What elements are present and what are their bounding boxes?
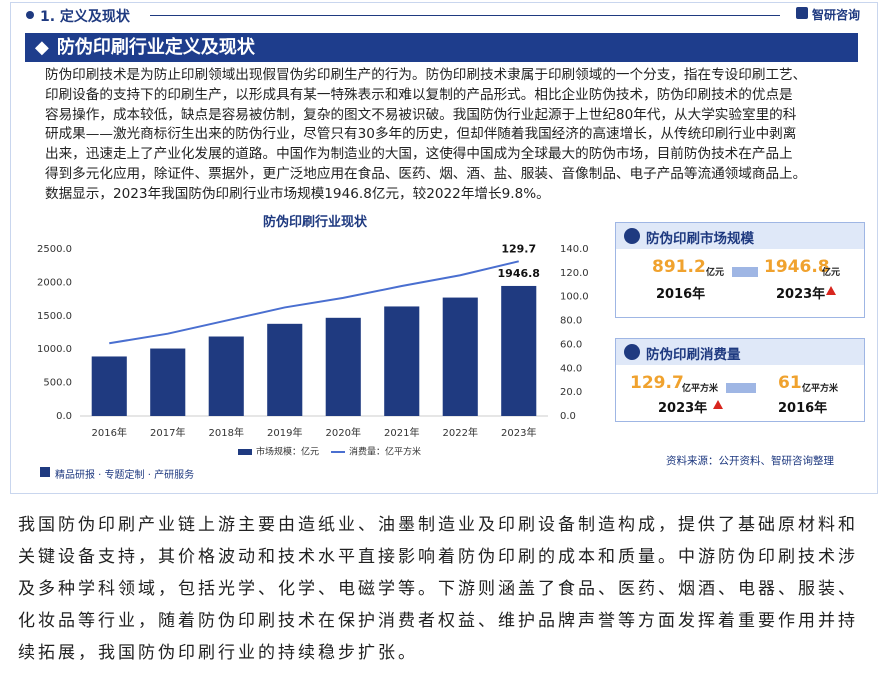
- panel-unit: 亿平方米: [802, 384, 839, 394]
- bar: [501, 285, 537, 416]
- y2-tick-label: 40.0: [560, 363, 582, 374]
- panel-unit: 亿平方米: [682, 384, 719, 394]
- y2-tick-label: 140.0: [560, 244, 589, 255]
- section-title: 1. 定义及现状: [40, 9, 130, 25]
- frame: [10, 2, 878, 494]
- y2-tick-label: 100.0: [560, 292, 589, 303]
- text-line: 容易操作，成本较低，缺点是容易被仿制，复杂的图文不易被识破。我国防伪行业起源于上…: [45, 106, 797, 123]
- chart: 防伪印刷行业现状 0.0 500.0 1000.0 1500.0 2000.0 2500.0…: [37, 214, 589, 458]
- bar: [150, 348, 186, 416]
- panel-year: 2016年: [656, 287, 706, 302]
- banner: ◆ 防伪印刷行业定义及现状: [25, 33, 858, 62]
- legend-swatch: [238, 449, 252, 455]
- header-rule: [150, 15, 780, 16]
- panel-icon: [624, 228, 640, 244]
- x-tick-label: 2018年: [209, 426, 244, 439]
- legend-label: 消费量：亿平方米: [349, 446, 421, 458]
- data-label: 129.7: [501, 242, 536, 255]
- y-tick-label: 1000.0: [37, 344, 72, 355]
- x-tick-label: 2020年: [326, 426, 361, 439]
- panel-icon: [624, 344, 640, 360]
- panel-title: 防伪印刷消费量: [646, 347, 741, 363]
- panel-year: 2016年: [778, 401, 828, 416]
- y2-tick-label: 20.0: [560, 387, 582, 398]
- y-tick-label: 500.0: [43, 378, 72, 389]
- panel-head: 防伪印刷市场规模: [616, 223, 864, 249]
- text-line: 印刷设备的支持下的印刷生产，以形成具有某一特殊表示和难以复制的产品形式。相比企业…: [45, 86, 793, 103]
- logo: 智研咨询: [812, 8, 861, 22]
- bar: [208, 336, 244, 416]
- footer-icon: [40, 467, 50, 477]
- x-tick-label: 2016年: [92, 426, 127, 439]
- text-line: 数据显示，2023年我国防伪印刷行业市场规模1946.8亿元，较2022年增长9…: [45, 185, 550, 202]
- y-tick-label: 0.0: [56, 411, 72, 422]
- chart-title: 防伪印刷行业现状: [263, 214, 368, 230]
- y2-tick-label: 60.0: [560, 339, 582, 350]
- panel-value: 891.2: [652, 257, 706, 277]
- panel-unit: 亿元: [706, 268, 725, 278]
- panel: 防伪印刷市场规模 891.2 亿元 1946.8 亿元 2016年 2023年: [615, 222, 865, 318]
- footer-services: 精品研报 · 专题定制 · 产研服务: [55, 470, 195, 481]
- y-tick-label: 2000.0: [37, 277, 72, 288]
- y2-tick-label: 0.0: [560, 411, 576, 422]
- bar: [91, 356, 127, 416]
- y2-tick-label: 80.0: [560, 316, 582, 327]
- text-line: 出来，迅速走上了产业化发展的道路。中国作为制造业的大国，这使得中国成为全球最大的…: [45, 146, 793, 163]
- panel-value: 129.7: [630, 373, 684, 393]
- panel-year: 2023年: [658, 401, 708, 416]
- panel: 防伪印刷消费量 129.7 亿平方米 61 亿平方米 2023年 2016年: [615, 338, 865, 422]
- panel-year: 2023年: [776, 287, 826, 302]
- x-tick-label: 2022年: [443, 426, 478, 439]
- source: 资料来源：公开资料、智研咨询整理: [666, 455, 834, 467]
- y2-tick-label: 120.0: [560, 268, 589, 279]
- y-tick-label: 1500.0: [37, 311, 72, 322]
- arrow: [732, 267, 758, 277]
- line: [109, 260, 519, 345]
- banner-title: 防伪印刷行业定义及现状: [56, 37, 255, 58]
- text-line: 化妆品等行业，随着防伪印刷技术在保护消费者权益、维护品牌声誉等方面发挥着重要作用…: [18, 611, 858, 631]
- x-tick-label: 2021年: [384, 426, 419, 439]
- bar: [267, 323, 303, 416]
- intro: 防伪印刷技术是为防止印刷领域出现假冒伪劣印刷生产的行为。防伪印刷技术隶属于印刷领…: [45, 66, 806, 205]
- x-tick-label: 2017年: [150, 426, 185, 439]
- panel-unit: 亿元: [822, 268, 841, 278]
- text-line: 得到多元化应用，除证件、票据外，更广泛地应用在食品、医药、烟、酒、盐、服装、音像…: [45, 165, 807, 182]
- panel-value: 61: [778, 373, 802, 393]
- text-line: 关键设备支持，其价格波动和技术水平直接影响着防伪印刷的成本和质量。中游防伪印刷技…: [18, 547, 858, 567]
- text-line: 研成果——激光商标衍生出来的防伪行业，尽管只有30多年的历史，但却伴随着我国经济…: [45, 126, 797, 143]
- y-tick-label: 2500.0: [37, 244, 72, 255]
- text-line: 我国防伪印刷产业链上游主要由造纸业、油墨制造业及印刷设备制造构成，提供了基础原材…: [18, 515, 858, 535]
- text-line: 及多种学科领域，包括光学、化学、电磁学等。下游则涵盖了食品、医药、烟酒、电器、服…: [18, 579, 858, 599]
- up-arrow: [826, 286, 836, 295]
- text-line: 续拓展，我国防伪印刷行业的持续稳步扩张。: [18, 643, 418, 663]
- bar: [384, 306, 420, 416]
- text-line: 防伪印刷技术是为防止印刷领域出现假冒伪劣印刷生产的行为。防伪印刷技术隶属于印刷领…: [45, 67, 807, 83]
- body-text: 我国防伪印刷产业链上游主要由造纸业、油墨制造业及印刷设备制造构成，提供了基础原材…: [18, 509, 858, 669]
- panel-title: 防伪印刷市场规模: [646, 231, 754, 247]
- arrow: [726, 383, 756, 393]
- panel-head: 防伪印刷消费量: [616, 339, 864, 365]
- data-label: 1946.8: [498, 267, 540, 280]
- panel-value: 1946.8: [764, 257, 830, 277]
- x-tick-label: 2023年: [501, 426, 536, 439]
- banner-icon: ◆: [35, 37, 49, 58]
- bar: [442, 297, 478, 416]
- x-tick-label: 2019年: [267, 426, 302, 439]
- legend-label: 市场规模：亿元: [256, 446, 319, 458]
- section-dot: [26, 11, 34, 19]
- up-arrow: [713, 400, 723, 409]
- logo-icon: [796, 7, 808, 19]
- bar: [325, 317, 361, 416]
